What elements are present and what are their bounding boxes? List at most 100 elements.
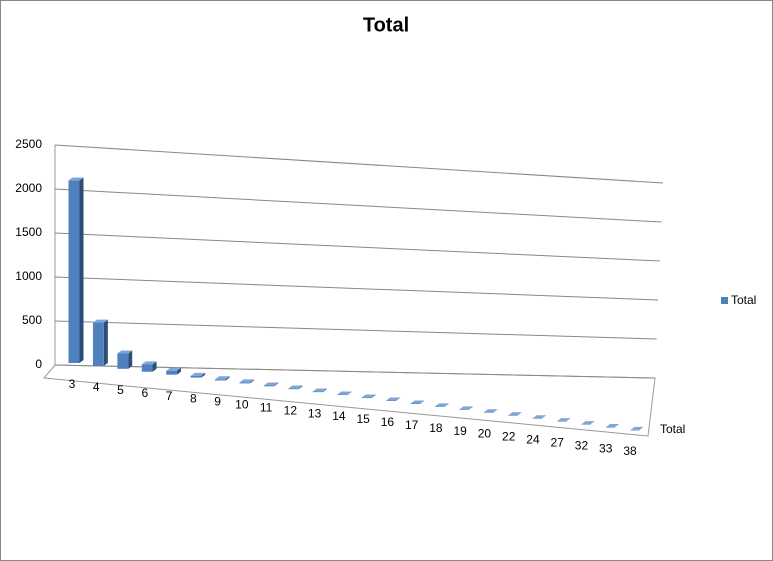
bar-side [298, 385, 303, 390]
x-tick-label: 10 [235, 398, 249, 412]
bar-side [420, 400, 425, 404]
bar-side [517, 412, 522, 416]
bar [630, 426, 644, 431]
bar [117, 350, 133, 369]
bar-top [483, 409, 498, 413]
x-tick-label: 27 [551, 435, 565, 449]
bar-side [347, 391, 352, 396]
x-tick-label: 4 [93, 380, 100, 394]
bar-front [483, 412, 494, 413]
bar-side [201, 372, 206, 378]
x-tick-label: 5 [117, 383, 124, 397]
bar-side [493, 409, 498, 413]
bar-side [79, 177, 84, 363]
bar [92, 319, 108, 366]
bar-side [274, 382, 279, 387]
bar-front [630, 429, 640, 431]
bar-side [639, 426, 644, 430]
bar-top [141, 361, 157, 365]
bar-side [225, 376, 230, 381]
bar [312, 388, 327, 393]
bar-top [166, 367, 181, 371]
x-tick-label: 16 [381, 415, 395, 429]
x-tick-label: 9 [214, 395, 221, 409]
bar [239, 379, 254, 384]
bar [386, 397, 401, 401]
x-tick-label: 8 [190, 392, 197, 406]
bar-front [68, 180, 80, 363]
bar [410, 400, 425, 404]
chart-title: Total [363, 14, 409, 36]
bar-front [459, 409, 470, 410]
bar-top [239, 379, 254, 383]
grid-line [54, 188, 662, 223]
y-tick-label: 1500 [15, 225, 42, 239]
bar-side [566, 418, 571, 422]
x-tick-label: 11 [260, 400, 273, 414]
bar [508, 412, 522, 416]
x-tick-label: 14 [332, 409, 346, 423]
bar [606, 424, 620, 428]
bar-side [103, 319, 108, 366]
legend-swatch [721, 297, 728, 304]
bar-side [615, 424, 620, 428]
bar-top [68, 177, 84, 181]
bar-front [312, 391, 323, 393]
grid-line [54, 320, 657, 340]
bar-top [386, 397, 401, 401]
x-tick-label: 6 [141, 386, 148, 400]
bar-side [542, 415, 547, 419]
bar [459, 406, 474, 410]
bar-front [508, 415, 518, 416]
y-tick-label: 1000 [15, 269, 42, 283]
bar-top [508, 412, 522, 416]
bar [215, 376, 230, 381]
bar-side [128, 350, 133, 369]
bar [68, 177, 84, 363]
bar-side [152, 361, 157, 372]
bar [263, 382, 279, 387]
bar-top [312, 388, 327, 392]
x-tick-label: 17 [405, 418, 419, 432]
x-tick-label: 13 [308, 406, 322, 420]
bar-front [361, 397, 372, 399]
x-tick-label: 12 [284, 403, 298, 417]
bar-front [92, 322, 104, 366]
bar-front [557, 421, 567, 422]
bar [166, 367, 181, 375]
bar [190, 372, 206, 378]
y-tick-label: 2500 [15, 137, 42, 151]
bar [141, 361, 157, 372]
bar [288, 385, 303, 390]
bar-front [606, 427, 616, 428]
x-tick-label: 15 [356, 412, 370, 426]
bar-top [532, 415, 547, 419]
grid-line [54, 232, 660, 262]
bar-top [337, 391, 352, 395]
bar-front [215, 379, 226, 381]
bar-front [263, 385, 275, 387]
bar-front [239, 382, 250, 384]
bar-front [141, 364, 153, 372]
x-tick-label: 20 [478, 427, 492, 441]
bar-side [322, 388, 327, 393]
bar [557, 418, 571, 422]
bar-top [581, 421, 595, 425]
bar-top [410, 400, 425, 404]
bar-top [190, 372, 206, 376]
bar-top [606, 424, 620, 428]
bar-front [190, 375, 202, 378]
x-tick-label: 38 [623, 444, 637, 458]
x-tick-label: 33 [599, 441, 613, 455]
bar [361, 394, 376, 399]
bar-top [215, 376, 230, 380]
bar [581, 421, 595, 425]
bar-side [444, 403, 449, 407]
x-tick-label: 19 [453, 424, 467, 438]
bar-front [410, 403, 421, 404]
bar-front [532, 418, 543, 419]
bar-top [435, 403, 449, 407]
bar-front [337, 394, 348, 396]
bar [483, 409, 498, 413]
